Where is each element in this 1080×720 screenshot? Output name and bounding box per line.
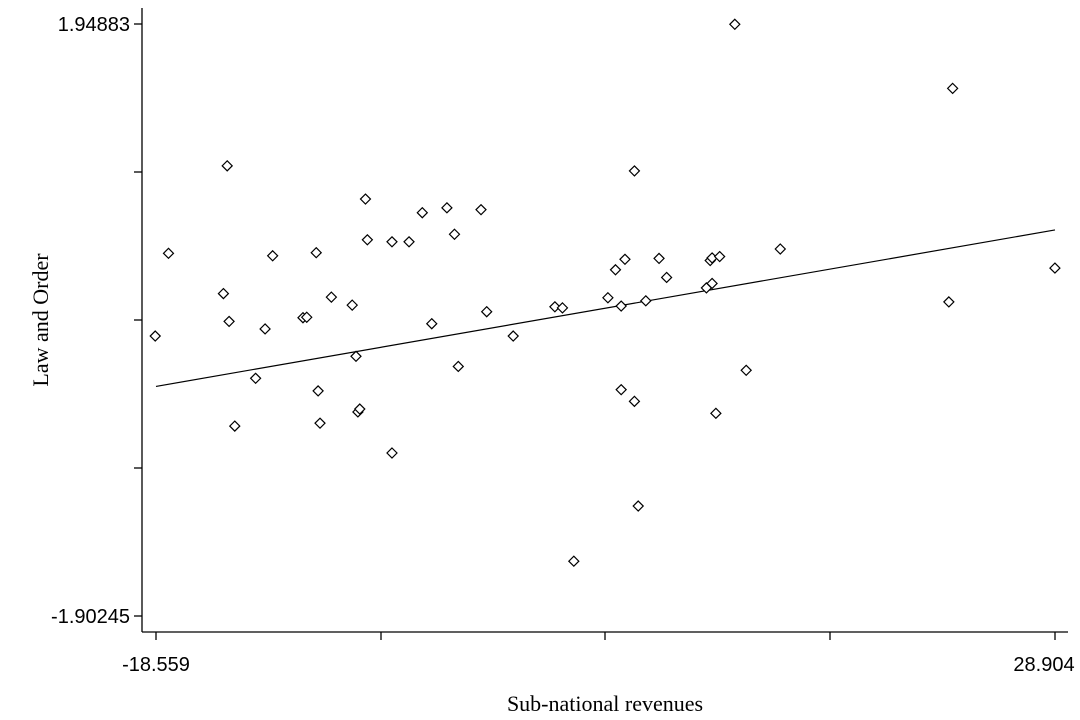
data-point <box>710 407 722 420</box>
y-tick-label-min: -1.90245 <box>51 606 130 628</box>
points-layer <box>149 18 1061 568</box>
data-point <box>628 395 641 408</box>
data-point <box>361 233 374 246</box>
data-point <box>549 300 561 313</box>
data-point <box>660 271 673 284</box>
x-tick-label-max: 28.904 <box>1013 654 1074 676</box>
data-point <box>615 383 628 396</box>
data-point <box>946 82 959 95</box>
data-point <box>416 206 429 219</box>
data-point <box>312 385 324 397</box>
data-point <box>325 291 338 303</box>
data-point <box>619 253 631 266</box>
data-point <box>713 250 726 263</box>
data-point <box>740 364 753 377</box>
x-tick-label-min: -18.559 <box>122 654 190 676</box>
fit-line <box>155 229 1056 388</box>
data-point <box>507 330 520 342</box>
data-point <box>162 247 175 260</box>
data-point <box>602 291 614 304</box>
data-point <box>217 287 230 300</box>
data-point <box>425 317 438 330</box>
data-point <box>628 165 641 177</box>
data-point <box>556 302 569 314</box>
data-point <box>615 300 628 312</box>
data-point <box>266 249 279 262</box>
data-point <box>706 277 718 290</box>
data-point <box>475 203 487 216</box>
fit-line-layer <box>155 229 1056 388</box>
data-point <box>639 294 652 307</box>
data-point <box>567 555 580 568</box>
data-point <box>259 323 271 335</box>
data-point <box>441 201 453 214</box>
data-point <box>452 360 465 373</box>
data-point <box>300 311 313 324</box>
data-point <box>350 350 362 363</box>
data-point <box>943 296 955 308</box>
data-point <box>609 263 622 276</box>
data-point <box>653 252 665 265</box>
data-point <box>223 315 235 328</box>
x-axis-title: Sub-national revenues <box>507 691 703 716</box>
data-point <box>149 330 162 342</box>
data-point <box>480 305 493 318</box>
data-point <box>353 403 366 415</box>
data-point <box>386 447 398 459</box>
data-point <box>249 372 262 385</box>
axes: 1.94883 -1.90245 -18.559 28.904 Sub-nati… <box>28 8 1075 716</box>
y-tick-label-max: 1.94883 <box>58 14 130 36</box>
data-point <box>448 228 461 241</box>
data-point <box>1049 262 1061 274</box>
data-point <box>632 500 645 512</box>
y-axis-title: Law and Order <box>28 253 53 387</box>
data-point <box>310 246 323 259</box>
data-point <box>774 243 787 255</box>
data-point <box>221 160 234 172</box>
data-point <box>359 193 372 205</box>
data-point <box>728 18 741 31</box>
data-point <box>228 420 241 432</box>
data-point <box>386 235 398 248</box>
data-point <box>346 299 359 311</box>
data-point <box>403 235 415 248</box>
data-point <box>314 417 326 430</box>
